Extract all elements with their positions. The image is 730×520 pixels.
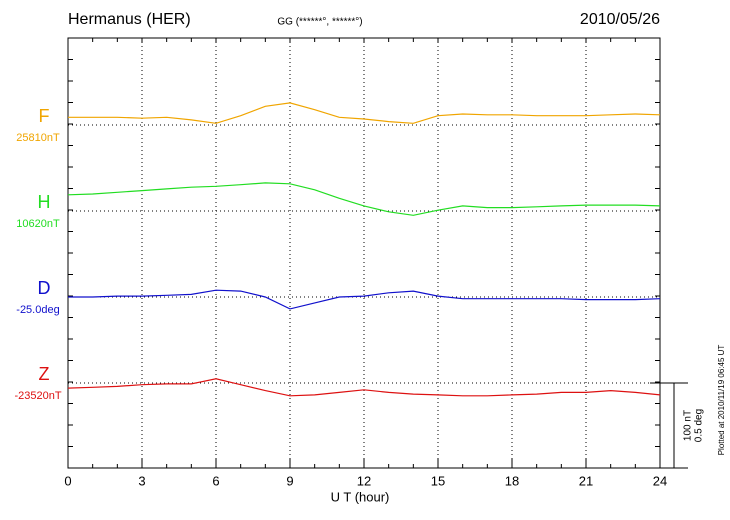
x-tick-label: 9: [286, 473, 293, 488]
x-tick-label: 0: [64, 473, 71, 488]
series-line: [67, 182, 661, 216]
chart-title: Hermanus (HER): [68, 11, 191, 28]
chart-subtitle: GG (******°, ******°): [277, 17, 362, 28]
series-offset: -25.0deg: [16, 304, 59, 316]
series-name: D: [38, 278, 51, 298]
series-offset: 25810nT: [16, 132, 60, 144]
scale-label: 100 nT: [683, 410, 694, 441]
series-line: [68, 102, 661, 124]
series-name: H: [38, 192, 51, 212]
x-tick-label: 24: [653, 473, 667, 488]
x-tick-label: 21: [579, 473, 593, 488]
x-tick-label: 3: [138, 473, 145, 488]
x-tick-label: 6: [212, 473, 219, 488]
x-axis-label: U T (hour): [331, 489, 390, 504]
chart-date: 2010/05/26: [580, 11, 660, 28]
series-line: [68, 289, 661, 310]
series-name: Z: [39, 364, 50, 384]
series-name: F: [39, 106, 50, 126]
footnote: Plotted at 2010/11/19 06:45 UT: [717, 345, 726, 456]
x-tick-label: 15: [431, 473, 445, 488]
series-line: [67, 378, 661, 397]
series-offset: -23520nT: [14, 390, 61, 402]
x-tick-label: 12: [357, 473, 371, 488]
scale-label: 0.5 deg: [694, 409, 705, 442]
series-offset: 10620nT: [16, 218, 60, 230]
x-tick-label: 18: [505, 473, 519, 488]
